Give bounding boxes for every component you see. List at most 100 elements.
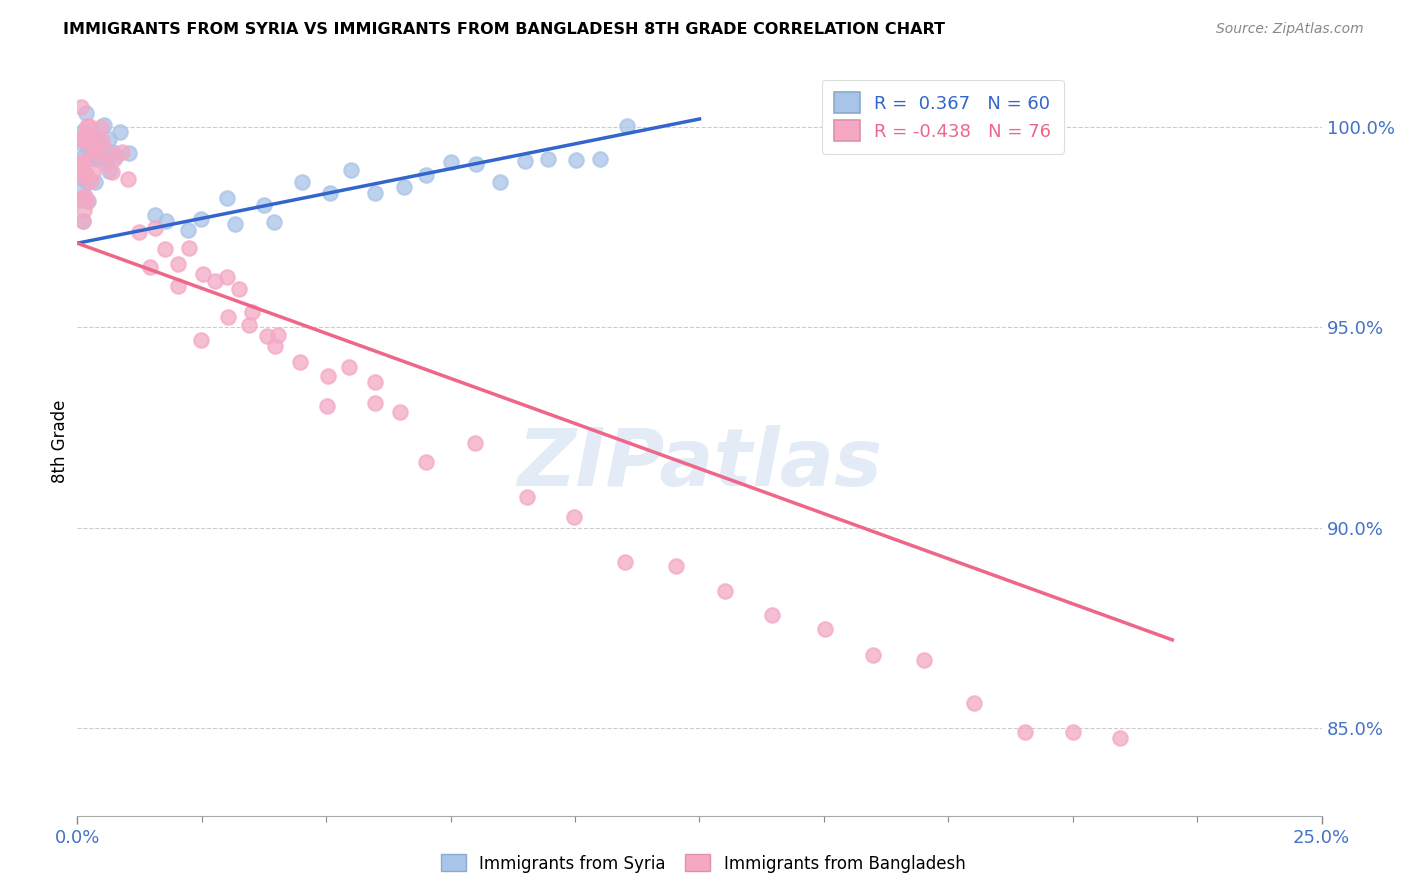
Point — [253, 198, 276, 212]
Point — [267, 327, 290, 342]
Point — [464, 157, 486, 171]
Point — [76, 135, 98, 149]
Point — [83, 145, 105, 159]
Point — [537, 152, 560, 166]
Point — [70, 151, 93, 165]
Point — [103, 152, 125, 166]
Point — [72, 213, 94, 227]
Point — [263, 215, 285, 229]
Point — [912, 653, 935, 667]
Text: Source: ZipAtlas.com: Source: ZipAtlas.com — [1216, 22, 1364, 37]
Point — [75, 167, 97, 181]
Point — [97, 132, 120, 146]
Point — [291, 175, 314, 189]
Point — [101, 165, 124, 179]
Point — [76, 130, 98, 145]
Point — [75, 106, 97, 120]
Point — [86, 152, 108, 166]
Point — [316, 368, 339, 383]
Point — [117, 172, 139, 186]
Point — [814, 622, 837, 636]
Point — [90, 120, 112, 135]
Point — [339, 359, 361, 374]
Point — [464, 436, 486, 450]
Point — [167, 256, 190, 270]
Point — [489, 175, 512, 189]
Point — [616, 119, 638, 133]
Point — [90, 133, 112, 147]
Point — [665, 559, 688, 574]
Point — [72, 162, 94, 177]
Point — [69, 193, 91, 207]
Point — [105, 149, 128, 163]
Point — [77, 138, 100, 153]
Point — [290, 354, 312, 368]
Point — [153, 242, 176, 256]
Point — [190, 211, 212, 226]
Point — [79, 119, 101, 133]
Point — [72, 137, 94, 152]
Point — [70, 100, 93, 114]
Point — [98, 164, 121, 178]
Point — [86, 143, 108, 157]
Point — [101, 145, 124, 159]
Legend: R =  0.367   N = 60, R = -0.438   N = 76: R = 0.367 N = 60, R = -0.438 N = 76 — [821, 79, 1064, 154]
Point — [76, 135, 98, 149]
Point — [613, 555, 636, 569]
Point — [1014, 725, 1036, 739]
Point — [562, 510, 585, 524]
Point — [415, 169, 437, 183]
Point — [204, 274, 226, 288]
Point — [340, 163, 363, 178]
Point — [82, 165, 104, 179]
Point — [318, 186, 340, 201]
Point — [72, 214, 94, 228]
Point — [963, 697, 986, 711]
Point — [761, 607, 783, 622]
Point — [82, 141, 104, 155]
Point — [155, 214, 177, 228]
Point — [415, 455, 437, 469]
Point — [76, 175, 98, 189]
Point — [70, 157, 93, 171]
Point — [76, 136, 98, 150]
Point — [84, 147, 107, 161]
Point — [84, 131, 107, 145]
Point — [73, 170, 96, 185]
Point — [80, 151, 103, 165]
Point — [80, 173, 103, 187]
Point — [364, 186, 387, 200]
Point — [392, 179, 415, 194]
Point — [143, 208, 166, 222]
Point — [83, 128, 105, 143]
Point — [167, 279, 190, 293]
Point — [73, 192, 96, 206]
Point — [228, 282, 250, 296]
Point — [565, 153, 588, 168]
Point — [96, 144, 118, 158]
Point — [714, 584, 737, 599]
Point — [76, 194, 98, 209]
Point — [190, 333, 212, 347]
Point — [388, 405, 411, 419]
Point — [110, 125, 132, 139]
Point — [440, 155, 463, 169]
Point — [70, 133, 93, 147]
Point — [217, 269, 239, 284]
Point — [94, 155, 117, 169]
Point — [76, 138, 98, 153]
Point — [72, 156, 94, 170]
Point — [90, 149, 112, 163]
Point — [177, 241, 200, 255]
Point — [193, 267, 215, 281]
Text: ZIPatlas: ZIPatlas — [517, 425, 882, 503]
Point — [72, 191, 94, 205]
Point — [72, 170, 94, 185]
Point — [73, 203, 96, 218]
Point — [75, 170, 97, 185]
Point — [76, 120, 98, 134]
Point — [86, 134, 108, 148]
Point — [70, 156, 93, 170]
Point — [73, 128, 96, 143]
Point — [516, 490, 538, 504]
